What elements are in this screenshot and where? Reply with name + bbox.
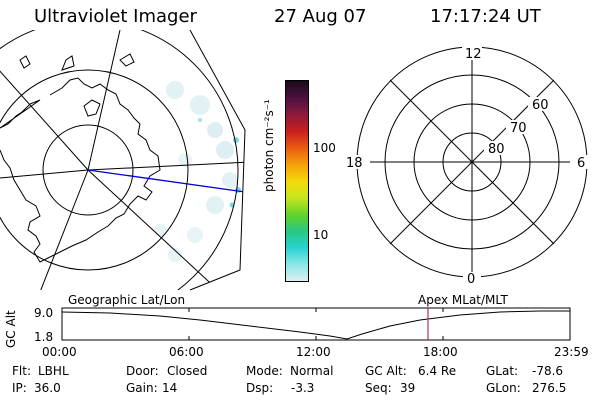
polar-plot: 18 6 12 0 60 70 80	[340, 46, 600, 285]
observation-time: 17:17:24 UT	[430, 6, 541, 27]
xtick-label-2359: 23:59	[554, 345, 589, 359]
instrument-title: Ultraviolet Imager	[34, 6, 197, 27]
filter-label: Flt:	[12, 364, 31, 378]
door-label: Door:	[126, 364, 159, 378]
timeline-ytick-low: 1.8	[34, 330, 54, 344]
orbit-timeline	[61, 307, 571, 341]
glat-value: -78.6	[532, 364, 564, 378]
seq-value: 39	[400, 381, 416, 395]
antarctica-outline	[0, 77, 161, 263]
mlt-label-6: 6	[577, 156, 585, 171]
colorbar	[285, 80, 309, 282]
xtick-label-0000: 00:00	[42, 345, 77, 359]
mode-value: Normal	[290, 364, 334, 378]
mlat-label-80: 80	[488, 142, 505, 157]
mode-label: Mode:	[246, 364, 283, 378]
mlat-label-70: 70	[510, 121, 527, 136]
gc-alt-value: 6.4 Re	[418, 364, 457, 378]
mlt-label-12: 12	[465, 47, 482, 62]
glat-label: GLat:	[486, 364, 519, 378]
gain-label: Gain:	[126, 381, 158, 395]
xtick-label-0600: 06:00	[169, 345, 204, 359]
xtick-label-1200: 12:00	[296, 345, 331, 359]
door-value: Closed	[167, 364, 208, 378]
geographic-map	[0, 30, 246, 291]
geographic-label: Geographic Lat/Lon	[68, 293, 186, 307]
seq-label: Seq:	[365, 381, 392, 395]
satellite-track	[87, 169, 245, 193]
xtick-label-1800: 18:00	[423, 345, 458, 359]
ip-value: 36.0	[34, 381, 61, 395]
aurora-emission	[154, 81, 241, 262]
geographic-grid	[0, 30, 245, 290]
gain-value: 14	[162, 381, 178, 395]
dsp-value: -3.3	[291, 381, 315, 395]
filter-value: LBHL	[38, 364, 69, 378]
mlat-label-60: 60	[532, 98, 549, 113]
apex-label: Apex MLat/MLT	[418, 293, 508, 307]
colorbar-tick-10: 10	[313, 228, 329, 242]
mlt-label-18: 18	[346, 156, 363, 171]
glon-label: GLon:	[486, 381, 521, 395]
gc-alt-label: GC Alt:	[365, 364, 407, 378]
colorbar-unit-label: photon cm⁻²s⁻¹	[262, 99, 276, 192]
mlt-label-0: 0	[467, 272, 475, 285]
ip-label: IP:	[12, 381, 27, 395]
altitude-curve	[61, 310, 570, 340]
glon-value: 276.5	[532, 381, 567, 395]
dsp-label: Dsp:	[246, 381, 274, 395]
timeline-ytick-high: 9.0	[34, 306, 54, 320]
observation-date: 27 Aug 07	[274, 6, 367, 27]
colorbar-tick-100: 100	[313, 141, 336, 155]
